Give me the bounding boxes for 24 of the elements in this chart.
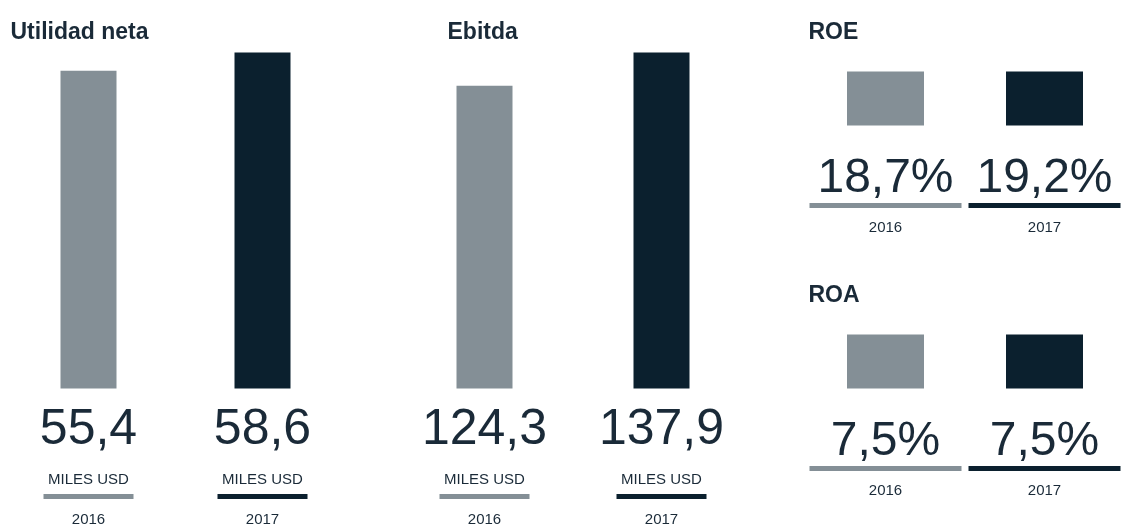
data-label: 7,5% — [989, 412, 1100, 465]
data-label: 18,7% — [817, 149, 954, 202]
data-label: 137,9 — [598, 399, 725, 455]
category-label: 2017 — [1027, 480, 1062, 498]
x-tick-label: 2017 — [245, 509, 280, 526]
category-label: 2017 — [1027, 217, 1062, 235]
chart-title: Utilidad neta — [10, 17, 149, 44]
x-tick-label: 2017 — [644, 509, 679, 526]
x-tick-label: 2016 — [467, 509, 502, 526]
text: MILES USD — [222, 470, 304, 487]
text: ROA — [808, 280, 860, 307]
data-label: 124,3 — [421, 399, 548, 455]
data-label: 19,2% — [976, 149, 1113, 202]
text: MILES USD — [621, 470, 703, 487]
chart-title: Ebitda — [447, 17, 518, 44]
text: MILES USD — [48, 470, 130, 487]
x-tick-label: 2016 — [71, 509, 106, 526]
text: ROE — [808, 17, 859, 44]
category-label: 2016 — [868, 480, 903, 498]
text: MILES USD — [444, 470, 526, 487]
category-label: 2016 — [868, 217, 903, 235]
data-label: 7,5% — [830, 412, 941, 465]
data-label: 55,4 — [39, 399, 138, 455]
data-label: 58,6 — [213, 399, 312, 455]
